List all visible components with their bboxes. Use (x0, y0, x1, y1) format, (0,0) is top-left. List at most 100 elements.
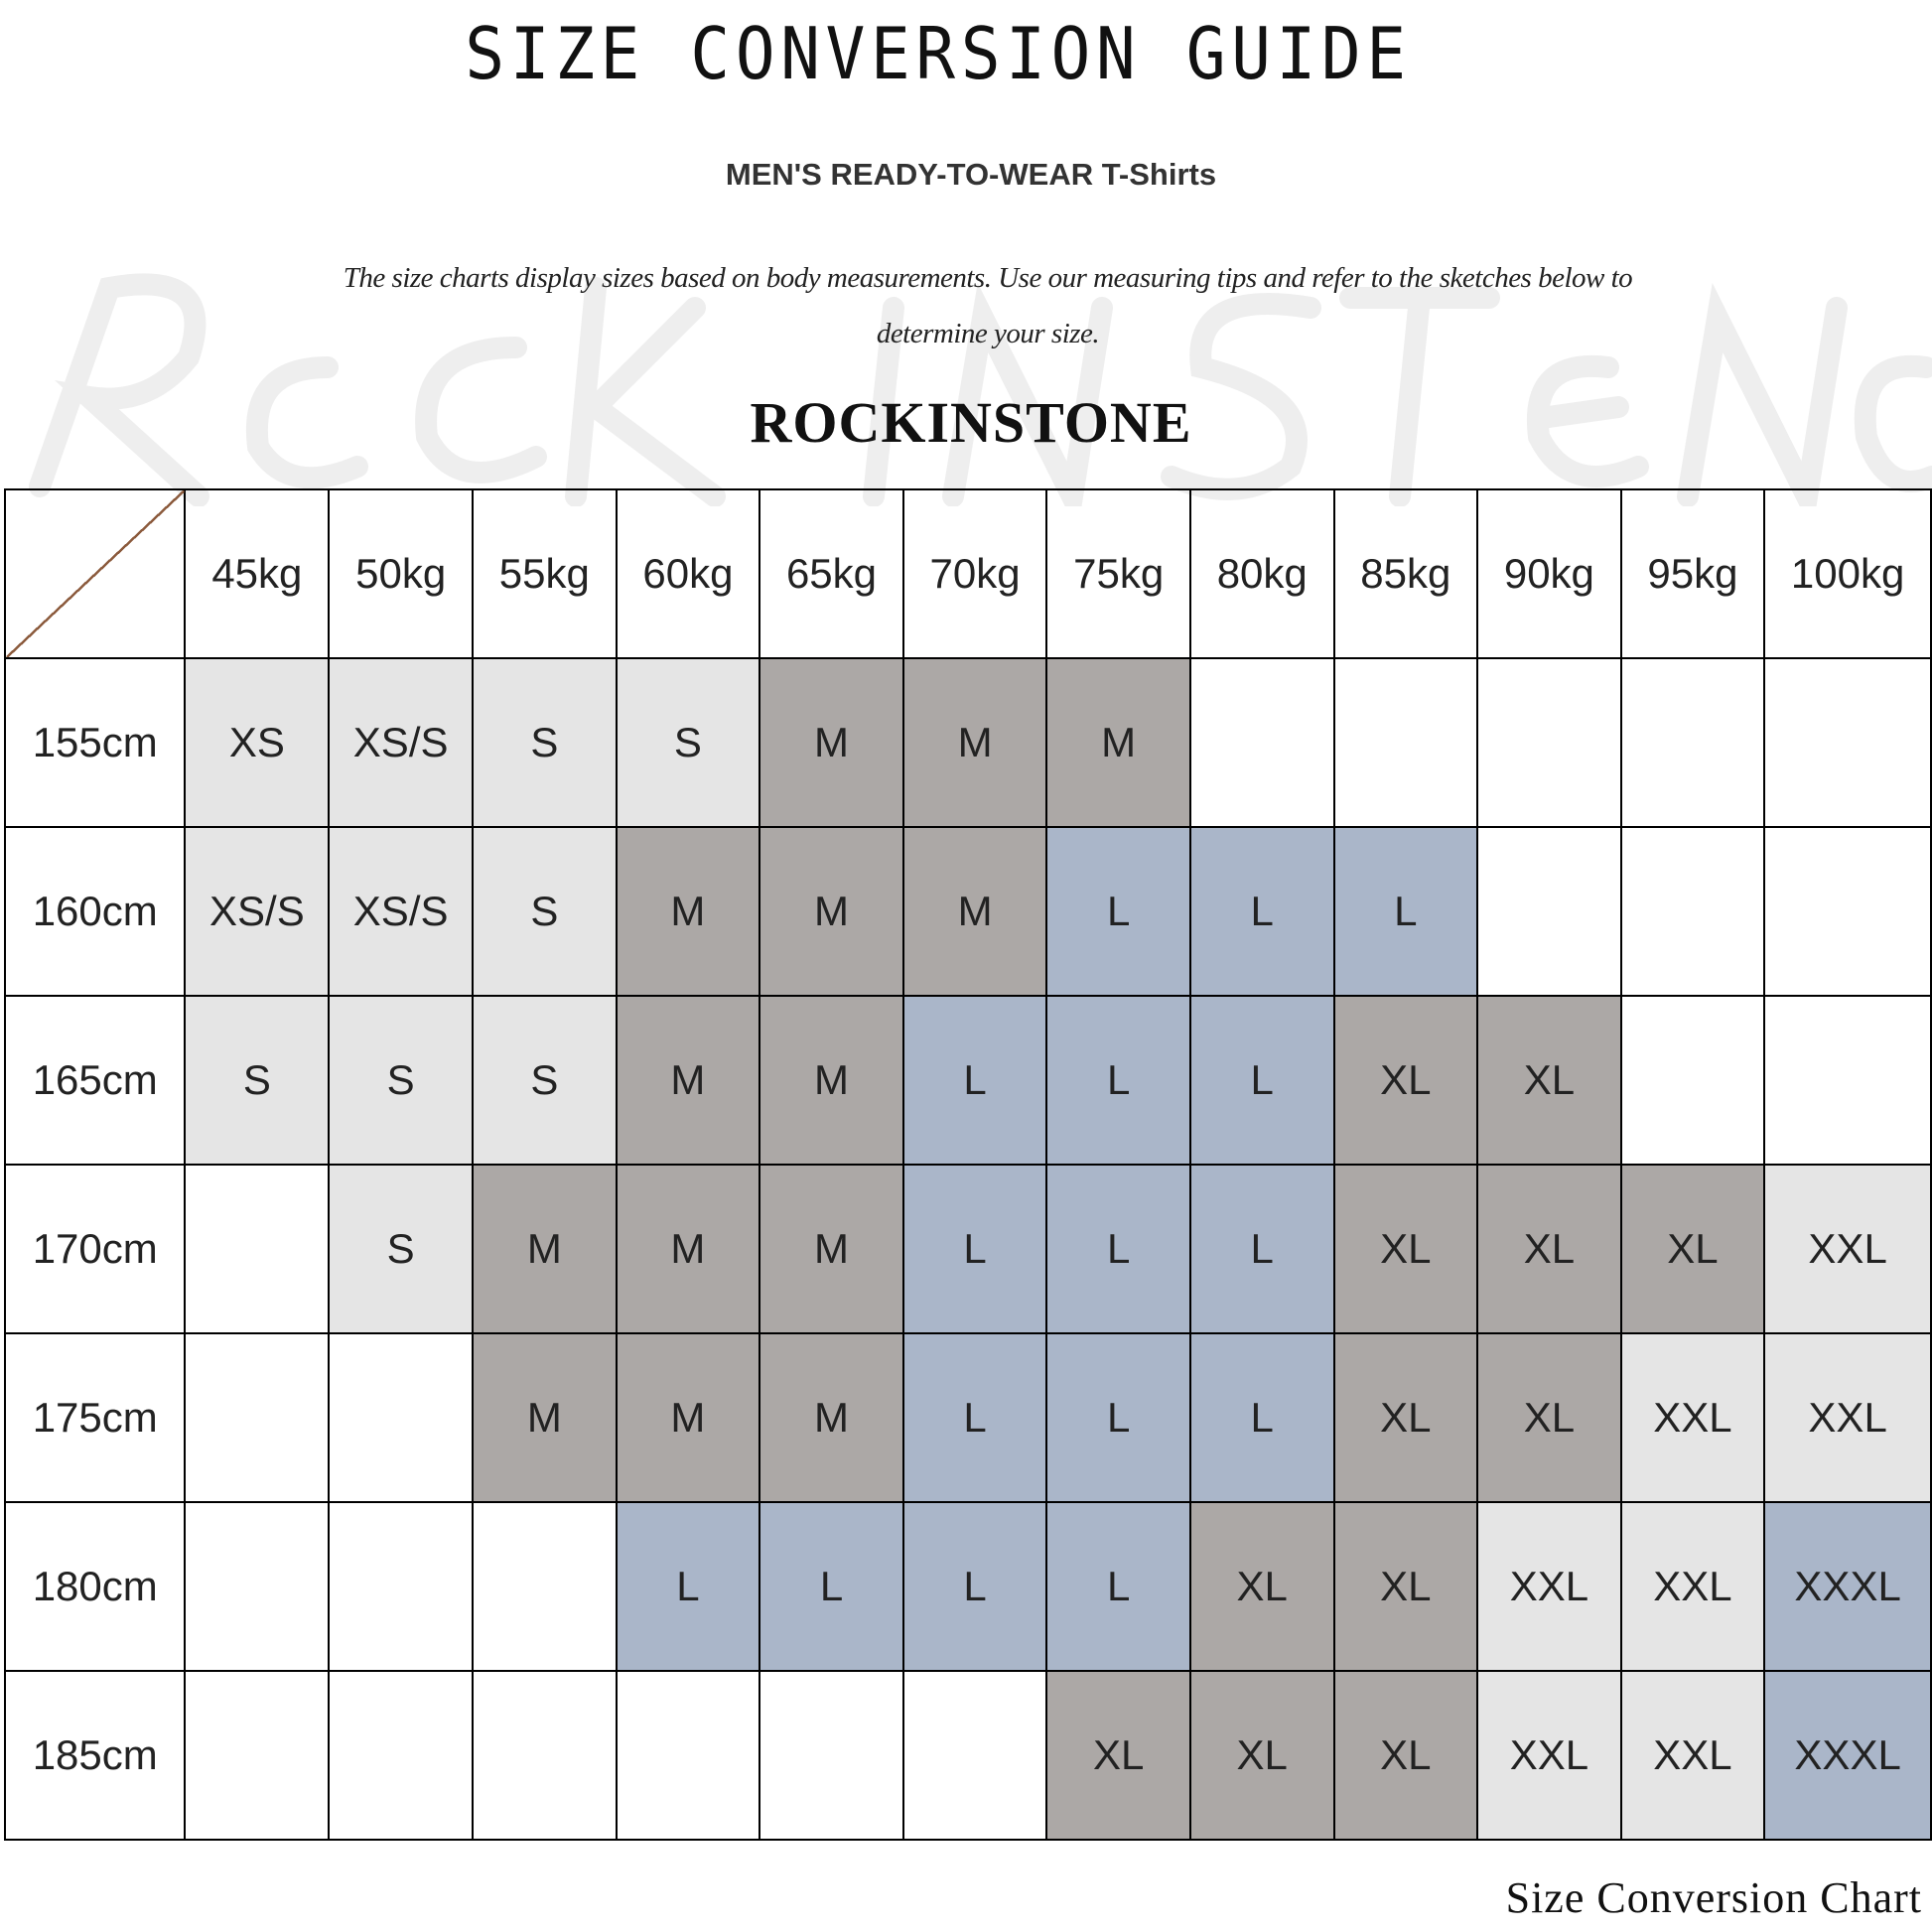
size-cell: L (901, 1501, 1048, 1672)
size-cell (1476, 826, 1622, 997)
size-cell: L (901, 995, 1048, 1166)
size-cell: XL (1332, 995, 1479, 1166)
size-cell: L (1332, 826, 1479, 997)
size-cell (1619, 995, 1766, 1166)
weight-header: 100kg (1763, 488, 1932, 659)
size-cell: M (615, 826, 761, 997)
size-cell: L (1188, 1164, 1335, 1334)
height-label: 160cm (3, 826, 187, 997)
size-cell: XL (1332, 1670, 1479, 1841)
size-cell: L (1045, 1332, 1191, 1503)
size-cell: XS/S (184, 826, 331, 997)
size-cell (1476, 657, 1622, 828)
footer-caption: Size Conversion Chart (1505, 1873, 1922, 1922)
size-cell: M (759, 657, 904, 828)
watermark-logo (29, 273, 1932, 506)
page-title: SIZE CONVERSION GUIDE (465, 12, 1412, 95)
brand-name: ROCKINSTONE (750, 390, 1192, 455)
size-cell: L (1045, 1501, 1191, 1672)
size-cell (184, 1332, 331, 1503)
table-row: 155cm XS XS/S S S M M M (3, 657, 1932, 828)
size-cell: L (615, 1501, 761, 1672)
size-cell: S (472, 657, 618, 828)
size-cell: XXXL (1763, 1670, 1932, 1841)
size-cell: L (1045, 995, 1191, 1166)
size-cell: XXXL (1763, 1501, 1932, 1672)
height-label: 165cm (3, 995, 187, 1166)
size-cell: XL (1619, 1164, 1766, 1334)
size-cell: M (759, 1332, 904, 1503)
size-cell: M (472, 1332, 618, 1503)
size-cell: XXL (1619, 1332, 1766, 1503)
size-cell: XXL (1619, 1501, 1766, 1672)
size-cell: XL (1476, 995, 1622, 1166)
size-cell: XS (184, 657, 331, 828)
size-cell: XS/S (328, 657, 475, 828)
header-row: 45kg 50kg 55kg 60kg 65kg 70kg 75kg 80kg 85kg 90kg… (5, 488, 1932, 659)
size-cell: M (901, 657, 1048, 828)
size-cell: XXL (1476, 1501, 1622, 1672)
size-cell: XXL (1763, 1332, 1932, 1503)
height-label: 185cm (3, 1670, 187, 1841)
size-cell (328, 1332, 475, 1503)
size-cell (1332, 657, 1479, 828)
height-label: 175cm (3, 1332, 187, 1503)
size-cell: L (1188, 1332, 1335, 1503)
size-cell: L (1045, 826, 1191, 997)
size-cell (472, 1501, 618, 1672)
page-subtitle: MEN'S READY-TO-WEAR T-Shirts (725, 157, 1217, 192)
table-row: 185cm XL XL XL XXL XXL XXXL (3, 1670, 1932, 1841)
size-cell: XXL (1763, 1164, 1932, 1334)
size-cell: XL (1188, 1501, 1335, 1672)
description-text: The size charts display sizes based on b… (343, 262, 1633, 349)
size-cell (1763, 657, 1932, 828)
size-cell (1619, 657, 1766, 828)
size-cell: XL (1188, 1670, 1335, 1841)
size-cell: M (615, 1332, 761, 1503)
size-cell (759, 1670, 904, 1841)
size-cell: XL (1332, 1164, 1479, 1334)
size-cell: M (759, 826, 904, 997)
size-cell: S (328, 995, 475, 1166)
table-row: 160cm XS/S XS/S S M M M L L L (3, 826, 1932, 997)
size-cell: XL (1476, 1164, 1622, 1334)
height-label: 180cm (3, 1501, 187, 1672)
size-cell (184, 1501, 331, 1672)
size-cell: S (472, 826, 618, 997)
weight-header: 50kg (328, 488, 475, 659)
weight-header: 65kg (759, 488, 904, 659)
size-cell: S (184, 995, 331, 1166)
size-cell: M (901, 826, 1048, 997)
size-cell (328, 1670, 475, 1841)
size-cell: L (901, 1164, 1048, 1334)
size-cell: M (1045, 657, 1191, 828)
height-label: 155cm (3, 657, 187, 828)
height-label: 170cm (3, 1164, 187, 1334)
size-cell: M (759, 995, 904, 1166)
size-cell: M (472, 1164, 618, 1334)
size-cell: XXL (1619, 1670, 1766, 1841)
size-cell (1763, 995, 1932, 1166)
table-row: 180cm L L L L XL XL XXL XXL XXXL (3, 1501, 1932, 1672)
weight-header: 70kg (901, 488, 1048, 659)
size-cell: M (759, 1164, 904, 1334)
size-cell (1188, 657, 1335, 828)
weight-header: 80kg (1188, 488, 1335, 659)
size-cell: XS/S (328, 826, 475, 997)
size-cell: XXL (1476, 1670, 1622, 1841)
size-cell: M (615, 995, 761, 1166)
size-cell (1763, 826, 1932, 997)
size-cell: S (472, 995, 618, 1166)
size-table: 45kg 50kg 55kg 60kg 65kg 70kg 75kg 80kg 85kg 90kg… (3, 488, 1932, 1841)
size-cell: L (759, 1501, 904, 1672)
size-cell: L (1045, 1164, 1191, 1334)
size-cell: L (1188, 826, 1335, 997)
weight-header: 85kg (1332, 488, 1479, 659)
table-row: 165cm S S S M M L L L XL XL (3, 995, 1932, 1166)
size-cell: L (901, 1332, 1048, 1503)
size-cell (184, 1164, 331, 1334)
weight-header: 45kg (184, 488, 331, 659)
corner-diagonal-cell (5, 489, 186, 658)
size-cell (1619, 826, 1766, 997)
weight-header: 90kg (1476, 488, 1622, 659)
